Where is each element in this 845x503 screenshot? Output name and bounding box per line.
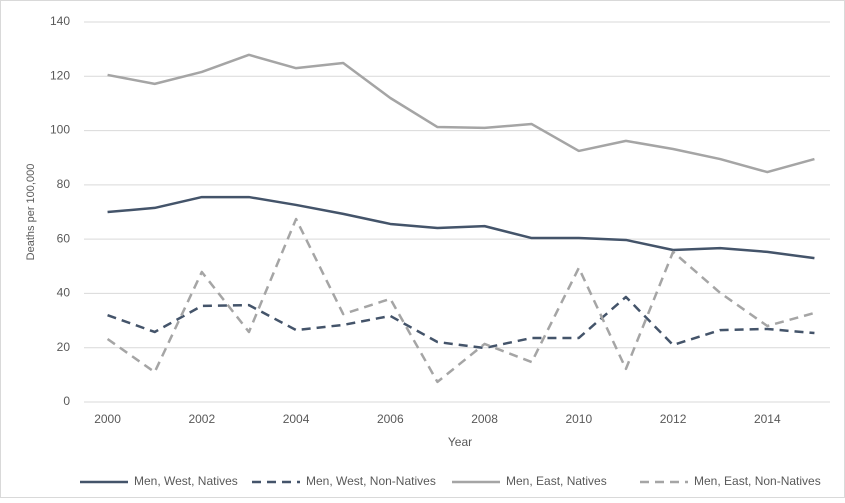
series-line xyxy=(107,53,815,174)
x-tick-label: 2006 xyxy=(377,412,404,426)
y-tick-label: 140 xyxy=(50,14,70,28)
x-tick-label: 2002 xyxy=(188,412,215,426)
series-line xyxy=(107,195,815,260)
y-axis-label: Deaths per 100,000 xyxy=(25,164,37,261)
x-tick-label: 2004 xyxy=(283,412,310,426)
x-tick-label: 2012 xyxy=(660,412,687,426)
x-tick-label: 2000 xyxy=(94,412,121,426)
series-line xyxy=(107,295,815,350)
y-tick-label: 60 xyxy=(57,231,71,245)
legend-label: Men, West, Non-Natives xyxy=(306,474,436,488)
x-tick-label: 2010 xyxy=(565,412,592,426)
y-tick-label: 40 xyxy=(57,286,71,300)
y-tick-label: 120 xyxy=(50,68,70,82)
series-line xyxy=(106,217,815,384)
legend-label: Men, East, Non-Natives xyxy=(694,474,821,488)
y-tick-label: 80 xyxy=(57,177,71,191)
x-tick-label: 2014 xyxy=(754,412,781,426)
y-tick-label: 100 xyxy=(50,123,70,137)
x-tick-label: 2008 xyxy=(471,412,498,426)
y-tick-label: 0 xyxy=(63,394,70,408)
legend-label: Men, West, Natives xyxy=(134,474,238,488)
legend-label: Men, East, Natives xyxy=(506,474,607,488)
x-axis-label: Year xyxy=(448,435,472,449)
y-tick-label: 20 xyxy=(57,340,71,354)
